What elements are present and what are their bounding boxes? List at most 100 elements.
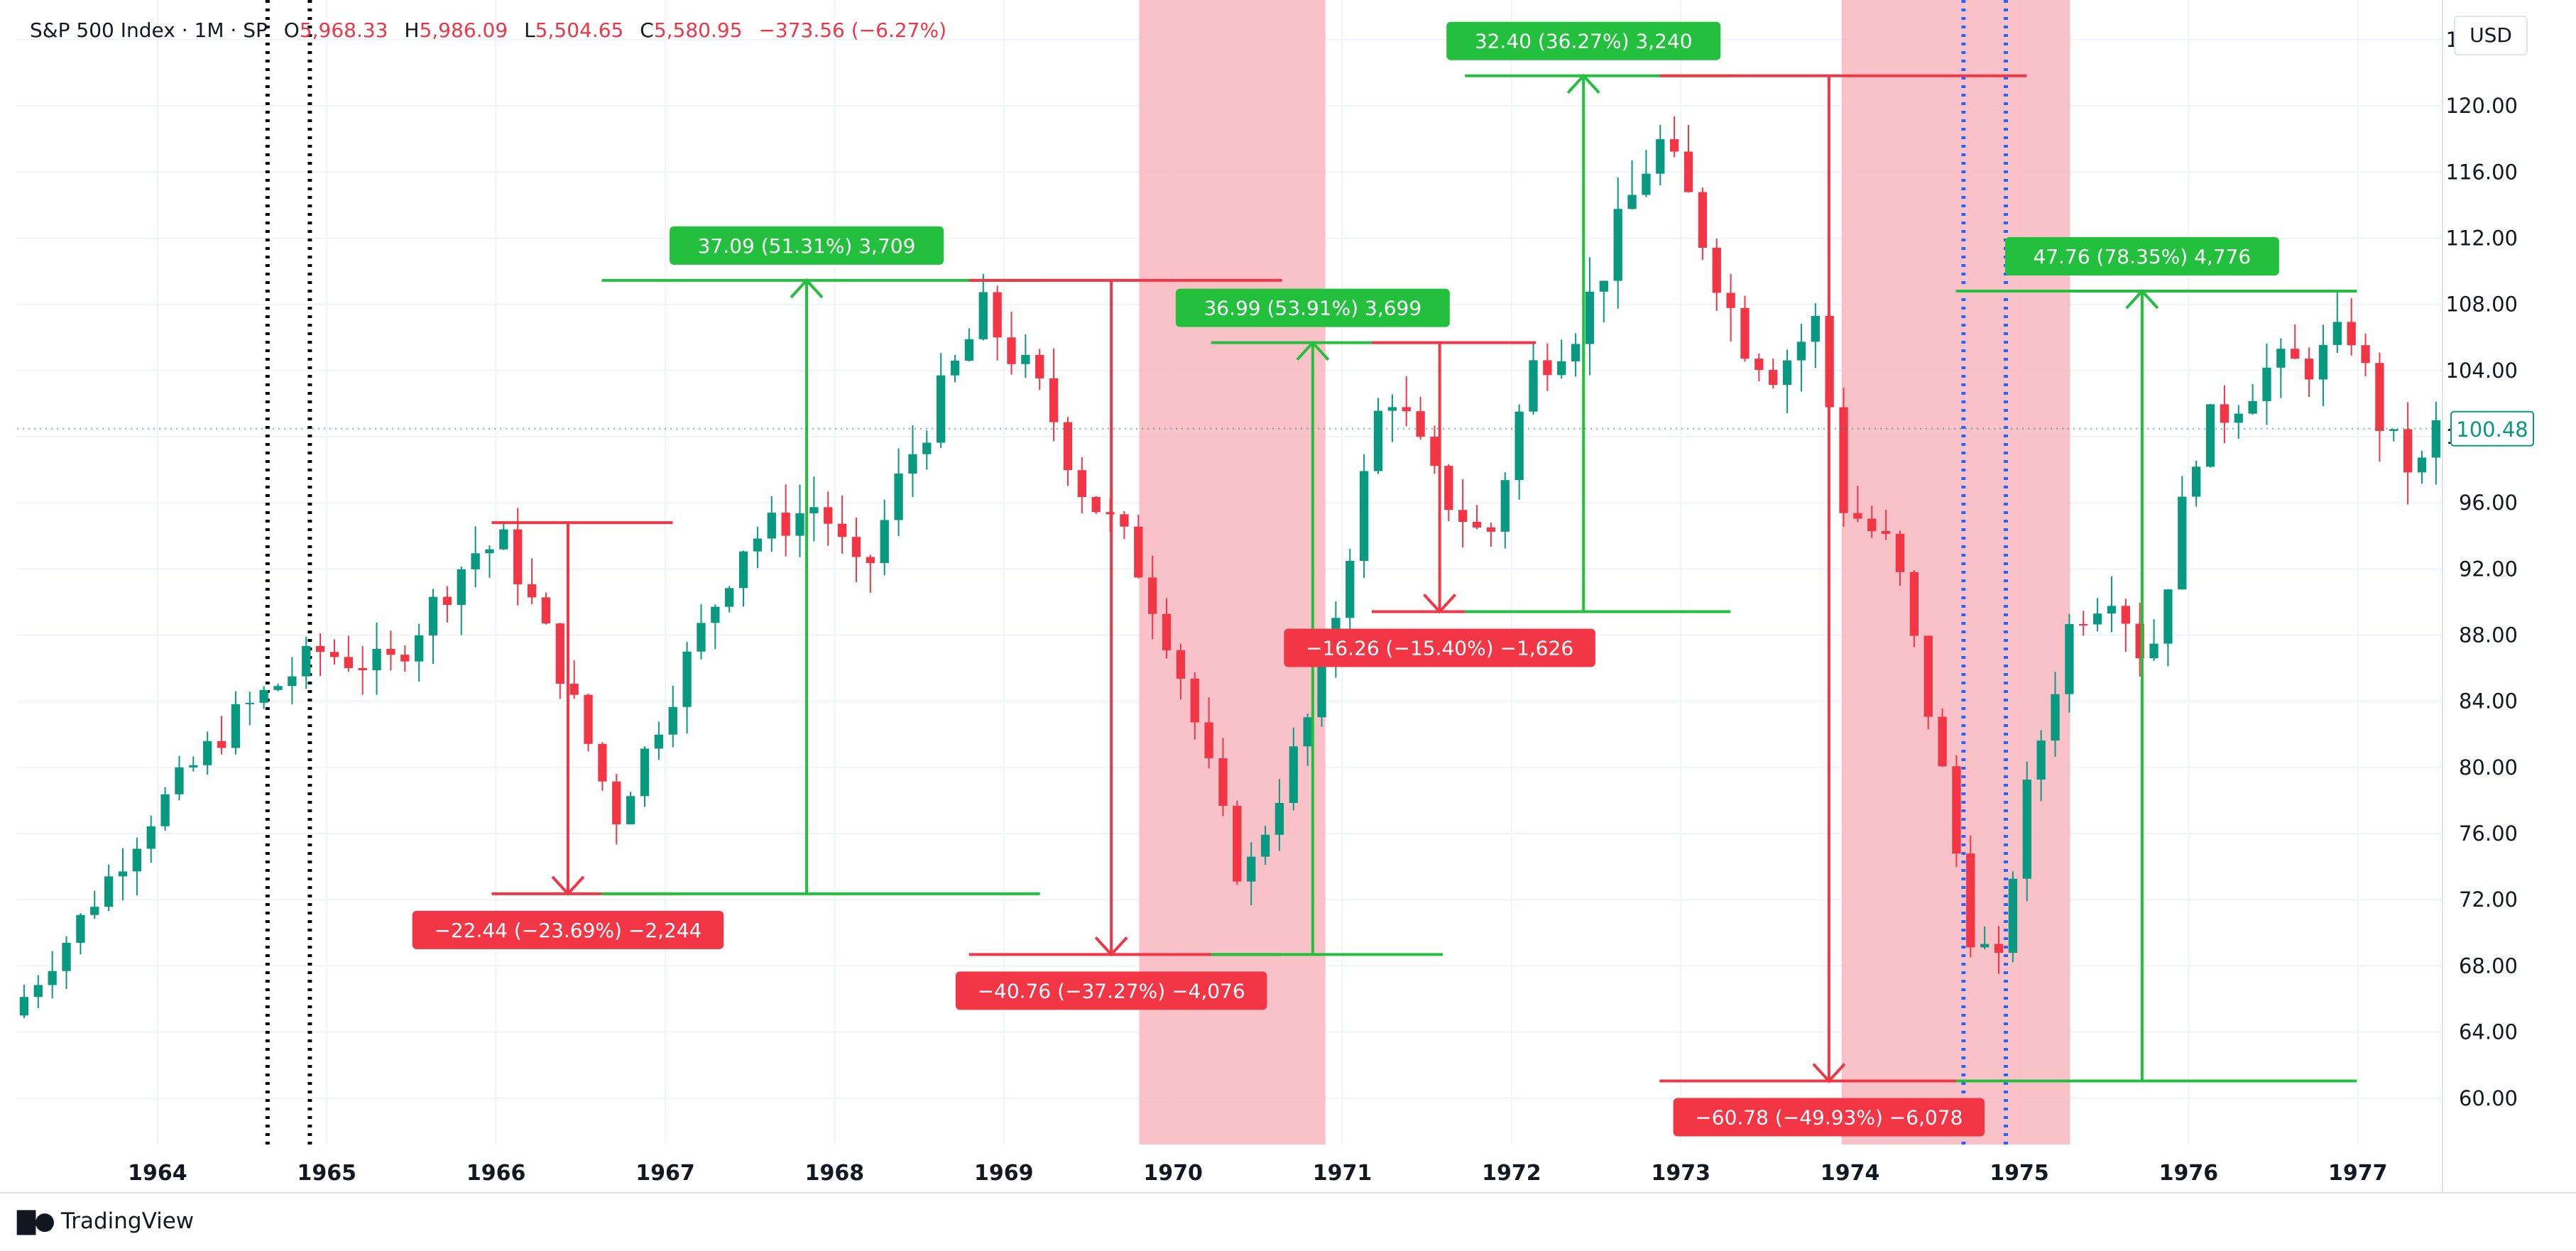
x-tick-label: 1974 [1821, 1161, 1880, 1186]
measure-down[interactable]: −22.44 (−23.69%) −2,244 [412, 521, 724, 949]
candle-body [978, 292, 988, 339]
candle-body [725, 588, 734, 607]
measure-down[interactable]: −60.78 (−49.93%) −6,078 [1659, 74, 2027, 1137]
candle-body [2318, 344, 2328, 380]
measure-label: −22.44 (−23.69%) −2,244 [434, 919, 702, 942]
candle-body [2234, 413, 2243, 423]
y-tick-label: 84.00 [2459, 689, 2518, 714]
measure-arrow-head [1812, 1063, 1846, 1083]
measure-label: −16.26 (−15.40%) −1,626 [1306, 636, 1573, 660]
candle-body [2163, 589, 2173, 644]
candle-body [2191, 466, 2201, 497]
candle-body [1134, 526, 1143, 578]
candle-body [1063, 422, 1073, 471]
candle-body [2332, 322, 2342, 345]
candle-body [1796, 342, 1806, 361]
brand-label: TradingView [60, 1208, 195, 1234]
x-tick-label: 1968 [805, 1161, 865, 1186]
candle-body [824, 507, 833, 524]
x-tick-label: 1975 [1990, 1161, 2049, 1186]
candle-body [1613, 209, 1622, 281]
candle-body [273, 686, 283, 690]
x-tick-label: 1972 [1482, 1161, 1541, 1186]
candle-body [1543, 360, 1552, 376]
candle-body [1120, 514, 1129, 527]
candle-body [104, 876, 114, 907]
symbol-label: S&P 500 Index · 1M · SP [30, 18, 268, 42]
candle-body [682, 651, 692, 707]
candle-body [2008, 878, 2018, 953]
candle-body [1444, 466, 1453, 510]
candle-body [1162, 613, 1172, 650]
candle-body [1938, 716, 1947, 767]
candle-body [2431, 420, 2441, 458]
candle-body [1515, 411, 1524, 481]
candle-body [175, 767, 184, 794]
measure-label-box [670, 226, 944, 265]
candle-body [1656, 139, 1665, 174]
currency-button[interactable]: USD [2454, 16, 2528, 55]
last-price-label: 100.48 [2456, 417, 2528, 442]
candle-body [1754, 359, 1764, 371]
candle-body [809, 507, 819, 513]
low-value: 5,504.65 [535, 18, 624, 42]
candle-body [132, 848, 142, 872]
candle-body [2276, 349, 2286, 368]
candle-body [1317, 660, 1326, 718]
candle-body [1147, 577, 1157, 614]
candle-body [1416, 411, 1425, 437]
candle-body [1726, 293, 1735, 308]
measure-label-box [1673, 1098, 1985, 1137]
candle-body [880, 520, 889, 564]
candle-body [555, 623, 564, 684]
measure-up[interactable]: 47.76 (78.35%) 4,776 [1955, 236, 2357, 1083]
recession-band [1841, 0, 2070, 1145]
candle-body [118, 871, 128, 877]
tradingview-brand[interactable]: ▇● TradingView [17, 1207, 194, 1235]
symbol-legend[interactable]: S&P 500 Index · 1M · SP O5,968.33 H5,986… [30, 18, 946, 42]
measure-arrow-head [1094, 936, 1128, 957]
measure-tools[interactable]: −22.44 (−23.69%) −2,244 37.09 (51.31%) 3,… [412, 21, 2357, 1137]
candle-body [1359, 471, 1369, 561]
candle-body [400, 655, 410, 662]
x-tick-label: 1964 [128, 1161, 187, 1186]
high-label: H [404, 18, 420, 42]
y-tick-label: 68.00 [2459, 954, 2518, 978]
measure-down[interactable]: −40.76 (−37.27%) −4,076 [955, 278, 1282, 1010]
candle-body [1387, 407, 1397, 411]
candle-body [48, 971, 57, 985]
measure-up[interactable]: 32.40 (36.27%) 3,240 [1446, 21, 1731, 613]
candle-body [146, 826, 155, 849]
candle-body [1458, 510, 1468, 523]
candle-body [1627, 195, 1637, 209]
open-value: 5,968.33 [299, 18, 388, 42]
open-label: O [283, 18, 300, 42]
measure-up[interactable]: 36.99 (53.91%) 3,699 [1175, 288, 1450, 956]
candle-body [781, 513, 790, 536]
candle-body [1867, 518, 1877, 531]
candle-body [1021, 354, 1030, 364]
candle-body [837, 523, 847, 537]
measure-down[interactable]: −16.26 (−15.40%) −1,626 [1284, 341, 1595, 667]
candle-body [217, 741, 227, 748]
candle-body [1373, 410, 1383, 471]
candle-body [1585, 291, 1595, 344]
y-tick-label: 72.00 [2459, 887, 2518, 912]
candle-body [288, 676, 297, 687]
y-tick-label: 116.00 [2446, 160, 2518, 184]
candle-body [1642, 173, 1651, 195]
measure-up[interactable]: 37.09 (51.31%) 3,709 [601, 226, 1040, 895]
high-value: 5,986.09 [419, 18, 508, 42]
candle-body [2022, 780, 2031, 879]
measure-label-box [1446, 21, 1721, 60]
candle-body [90, 907, 99, 915]
candle-body [767, 513, 776, 539]
y-tick-label: 108.00 [2446, 293, 2518, 317]
candle-body [1430, 437, 1439, 466]
measure-arrow-head [2125, 289, 2159, 310]
candle-body [1909, 572, 1919, 636]
candle-body [1994, 944, 2004, 953]
y-tick-label: 112.00 [2446, 226, 2518, 250]
candle-body [795, 513, 804, 536]
